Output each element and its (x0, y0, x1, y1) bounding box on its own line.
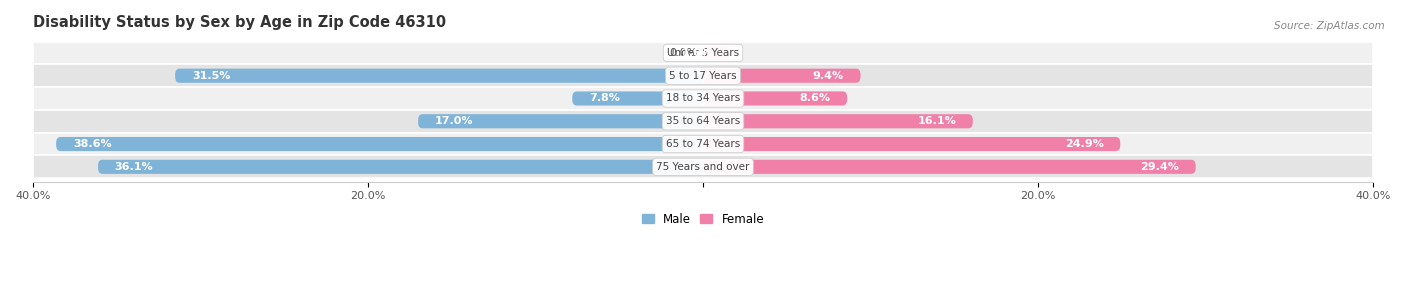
FancyBboxPatch shape (56, 137, 703, 151)
FancyBboxPatch shape (703, 160, 1195, 174)
Text: 0.0%: 0.0% (669, 48, 697, 58)
Text: Source: ZipAtlas.com: Source: ZipAtlas.com (1274, 21, 1385, 31)
Text: 7.8%: 7.8% (589, 94, 620, 103)
Bar (32, 155, 1374, 178)
Text: 31.5%: 31.5% (191, 71, 231, 81)
Bar (32, 133, 1374, 155)
Text: 75 Years and over: 75 Years and over (657, 162, 749, 172)
Bar (32, 87, 1374, 110)
Bar (32, 42, 1374, 64)
FancyBboxPatch shape (703, 137, 1121, 151)
Text: Disability Status by Sex by Age in Zip Code 46310: Disability Status by Sex by Age in Zip C… (32, 15, 446, 30)
Text: 5 to 17 Years: 5 to 17 Years (669, 71, 737, 81)
Text: 29.4%: 29.4% (1140, 162, 1178, 172)
FancyBboxPatch shape (98, 160, 703, 174)
FancyBboxPatch shape (703, 92, 848, 105)
FancyBboxPatch shape (176, 69, 703, 83)
Legend: Male, Female: Male, Female (637, 208, 769, 230)
Bar (32, 64, 1374, 87)
Text: 36.1%: 36.1% (115, 162, 153, 172)
Text: 1.6%: 1.6% (682, 48, 713, 58)
Text: 18 to 34 Years: 18 to 34 Years (666, 94, 740, 103)
Text: 17.0%: 17.0% (434, 116, 474, 126)
Text: 38.6%: 38.6% (73, 139, 111, 149)
Text: 9.4%: 9.4% (813, 71, 844, 81)
FancyBboxPatch shape (703, 114, 973, 128)
Text: 65 to 74 Years: 65 to 74 Years (666, 139, 740, 149)
Text: 35 to 64 Years: 35 to 64 Years (666, 116, 740, 126)
Bar (32, 110, 1374, 133)
Text: Under 5 Years: Under 5 Years (666, 48, 740, 58)
FancyBboxPatch shape (703, 69, 860, 83)
FancyBboxPatch shape (572, 92, 703, 105)
FancyBboxPatch shape (418, 114, 703, 128)
Text: 16.1%: 16.1% (917, 116, 956, 126)
Text: 24.9%: 24.9% (1064, 139, 1104, 149)
Text: 8.6%: 8.6% (800, 94, 831, 103)
FancyBboxPatch shape (703, 46, 730, 60)
